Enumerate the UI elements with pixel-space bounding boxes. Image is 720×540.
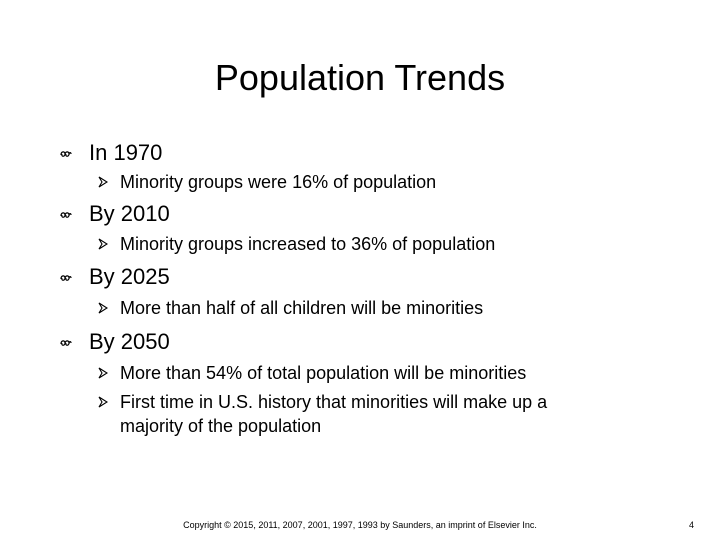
curl-bullet-icon bbox=[60, 275, 72, 281]
arrowhead-bullet-icon bbox=[98, 238, 108, 250]
sub-bullet-text: More than half of all children will be m… bbox=[120, 298, 484, 318]
curl-bullet-icon bbox=[60, 340, 72, 346]
arrowhead-bullet-icon bbox=[98, 396, 108, 408]
bullet-label: By 2010 bbox=[89, 201, 170, 226]
bullet-label: In 1970 bbox=[89, 140, 163, 165]
arrowhead-bullet-icon bbox=[98, 302, 108, 314]
sub-bullet-text: First time in U.S. history that minoriti… bbox=[120, 392, 548, 436]
curl-bullet-icon bbox=[60, 151, 72, 157]
page-number: 4 bbox=[688, 520, 694, 530]
bullet-label: By 2025 bbox=[89, 264, 170, 289]
sub-bullet-text: Minority groups were 16% of population bbox=[120, 172, 437, 192]
sub-bullet-text: Minority groups increased to 36% of popu… bbox=[120, 234, 496, 254]
arrowhead-bullet-icon bbox=[98, 176, 108, 188]
slide-title: Population Trends bbox=[214, 57, 506, 98]
sub-bullet-text: More than 54% of total population will b… bbox=[120, 363, 527, 383]
copyright-footer: Copyright © 2015, 2011, 2007, 2001, 1997… bbox=[183, 520, 537, 530]
arrowhead-bullet-icon bbox=[98, 367, 108, 379]
curl-bullet-icon bbox=[60, 212, 72, 218]
bullet-label: By 2050 bbox=[89, 329, 170, 354]
